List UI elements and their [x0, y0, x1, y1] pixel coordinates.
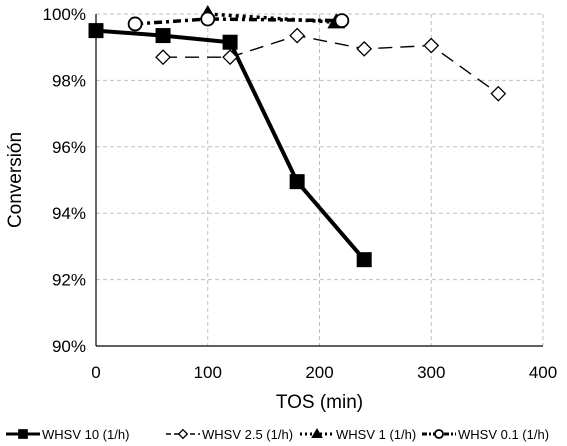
series-line	[134, 17, 342, 26]
data-point	[289, 27, 306, 44]
data-point	[490, 85, 507, 102]
y-tick-label: 90%	[52, 337, 86, 356]
data-point	[222, 49, 239, 66]
legend-marker	[311, 428, 323, 438]
legend-label: WHSV 10 (1/h)	[42, 427, 129, 442]
data-point	[334, 13, 350, 29]
legend-label: WHSV 1 (1/h)	[336, 427, 416, 442]
series-markers	[88, 5, 507, 268]
data-point	[423, 37, 440, 54]
legend: WHSV 10 (1/h) WHSV 2.5 (1/h) WHSV 1 (1/h) W…	[6, 427, 549, 442]
data-point	[289, 174, 305, 190]
grid	[96, 13, 544, 346]
y-tick-label: 94%	[52, 204, 86, 223]
y-tick-label: 100%	[43, 5, 86, 24]
legend-label: WHSV 2.5 (1/h)	[202, 427, 293, 442]
y-tick-label: 96%	[52, 138, 86, 157]
legend-marker	[177, 428, 189, 440]
series-lines	[95, 12, 499, 261]
series-line	[163, 34, 499, 95]
x-tick-label: 100	[194, 363, 222, 382]
legend-label: WHSV 0.1 (1/h)	[458, 427, 549, 442]
y-axis-title: Conversión	[5, 132, 26, 228]
data-point	[200, 11, 216, 27]
x-tick-label: 200	[305, 363, 333, 382]
data-point	[356, 252, 372, 268]
axes	[95, 14, 543, 347]
y-tick-label: 98%	[52, 71, 86, 90]
data-point	[155, 49, 171, 66]
x-axis-title: TOS (min)	[276, 392, 363, 413]
tick-labels: 90% 92% 94% 96% 98% 100% 0 100 200 300 400	[43, 5, 558, 382]
data-point	[222, 34, 238, 50]
y-tick-label: 92%	[52, 271, 86, 290]
data-point	[356, 40, 373, 57]
data-point	[127, 16, 143, 32]
data-point	[155, 28, 171, 44]
data-point	[88, 23, 104, 39]
legend-marker	[18, 429, 28, 439]
x-tick-label: 300	[417, 363, 445, 382]
legend-marker	[434, 429, 444, 439]
x-tick-label: 0	[91, 363, 100, 382]
x-tick-label: 400	[529, 363, 557, 382]
